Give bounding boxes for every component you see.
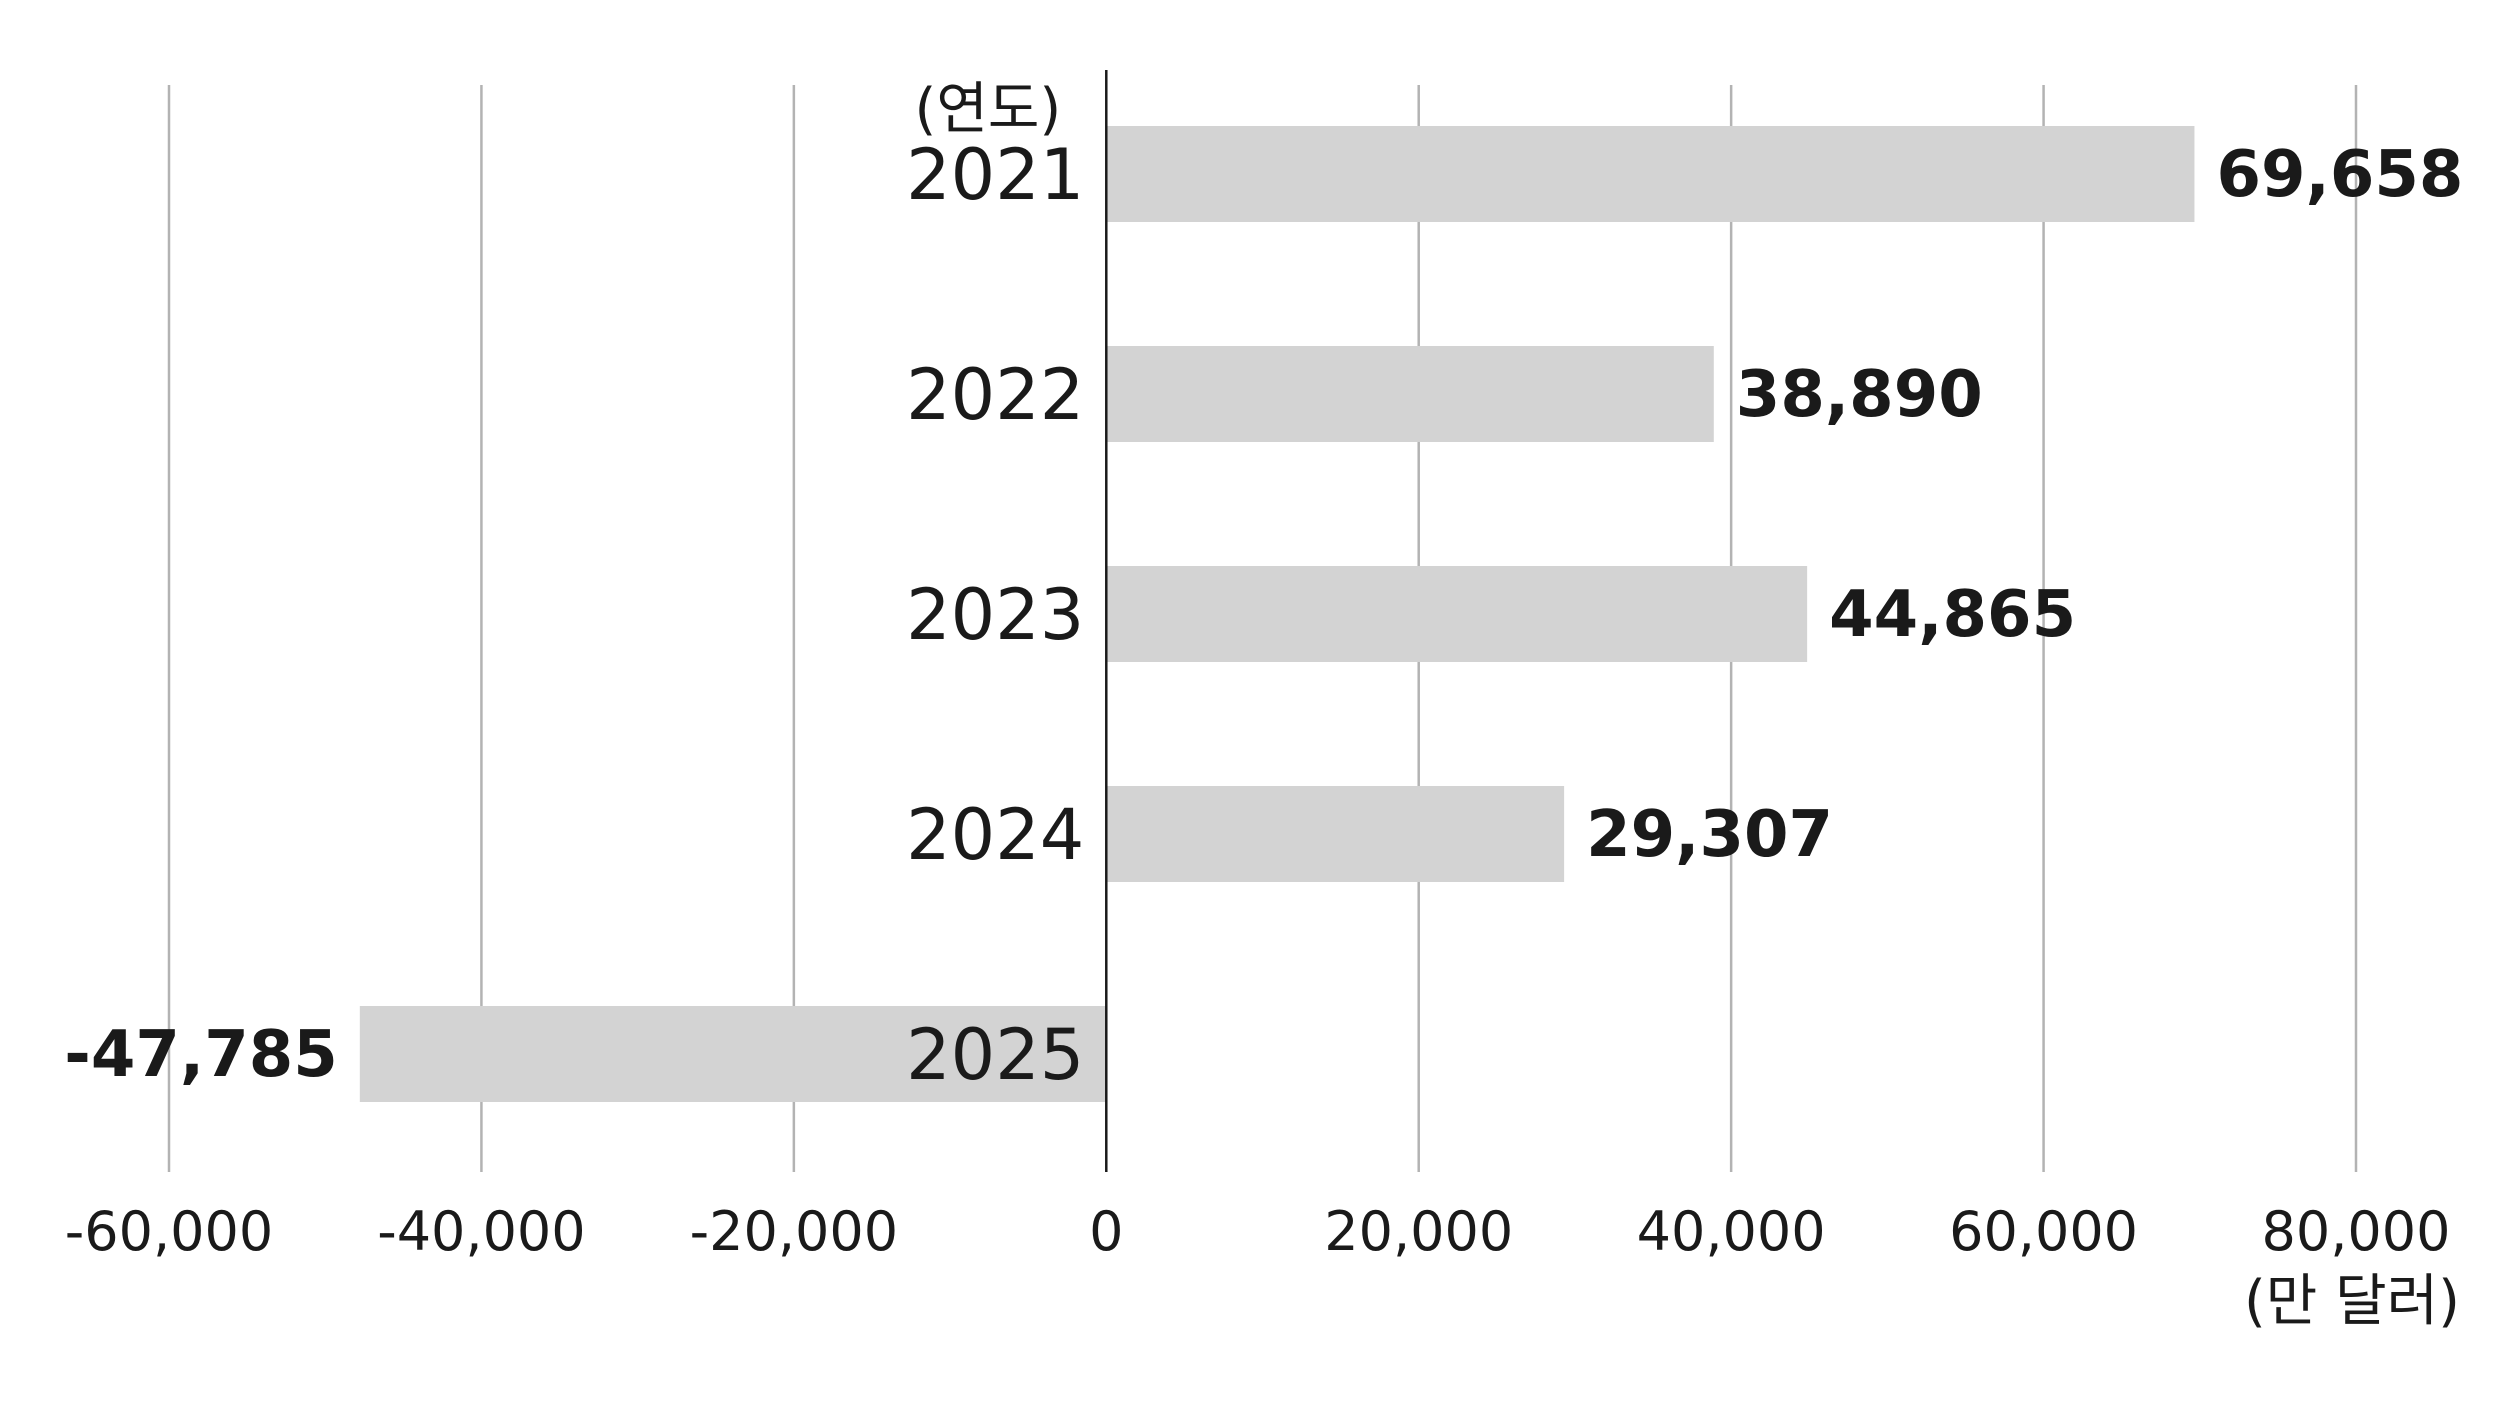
- x-tick-label: -60,000: [65, 1200, 273, 1263]
- y-axis-title: (연도): [915, 77, 1062, 142]
- x-tick-label: -20,000: [690, 1200, 898, 1263]
- bar-2021: [1106, 126, 2195, 222]
- y-axis-categories: 2021 2022 2023 2024 2025: [906, 134, 1084, 1096]
- x-tick-label: 20,000: [1324, 1200, 1513, 1263]
- data-label: 29,307: [1586, 798, 1833, 872]
- data-labels: 69,658 38,890 44,865 29,307 -47,785: [64, 138, 2463, 1092]
- data-label: -47,785: [64, 1018, 338, 1092]
- data-label: 69,658: [2216, 138, 2463, 212]
- bar-2023: [1106, 566, 1808, 662]
- x-tick-label: 60,000: [1949, 1200, 2138, 1263]
- bar-2022: [1106, 346, 1714, 442]
- category-label: 2021: [906, 134, 1084, 216]
- data-label: 38,890: [1736, 358, 1983, 432]
- category-label: 2022: [906, 354, 1084, 436]
- x-tick-label: -40,000: [377, 1200, 585, 1263]
- category-label: 2025: [906, 1014, 1084, 1096]
- category-label: 2023: [906, 574, 1084, 656]
- bar-2024: [1106, 786, 1565, 882]
- x-tick-label: 80,000: [2262, 1200, 2451, 1263]
- x-axis-ticks: -60,000 -40,000 -20,000 0 20,000 40,000 60,000…: [65, 1200, 2451, 1263]
- bars: [359, 126, 2195, 1102]
- data-label: 44,865: [1829, 578, 2076, 652]
- x-tick-label: 40,000: [1637, 1200, 1826, 1263]
- x-axis-unit: (만 달러): [2244, 1269, 2460, 1334]
- bar-2025: [359, 1006, 1107, 1102]
- category-label: 2024: [906, 794, 1084, 876]
- x-tick-label: 0: [1089, 1200, 1123, 1263]
